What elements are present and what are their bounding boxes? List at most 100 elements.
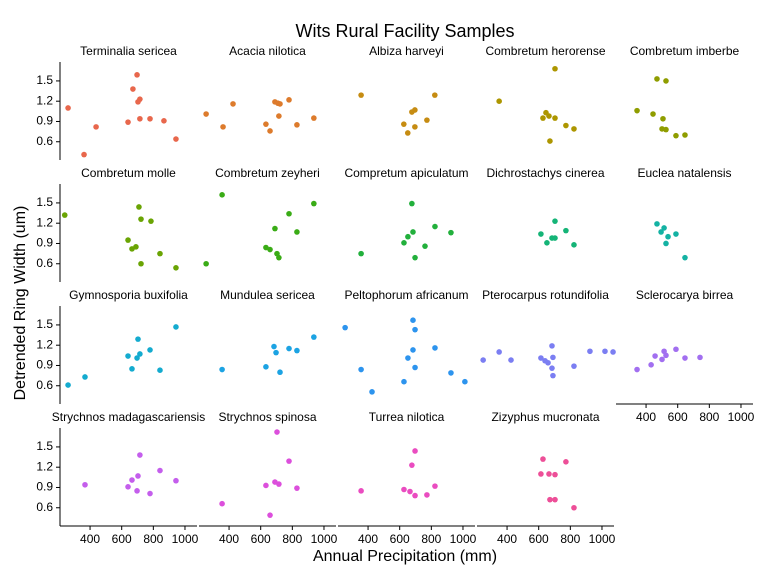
point [540, 456, 546, 462]
point [563, 458, 569, 465]
point [412, 448, 418, 454]
point [563, 227, 569, 234]
x-tick-label: 600 [529, 532, 549, 546]
point [540, 115, 546, 121]
x-tick-label: 400 [497, 532, 517, 546]
y-tick-label: 0.9 [36, 114, 53, 128]
facet-title: Compretum apiculatum [344, 166, 468, 180]
facet-title: Acacia nilotica [229, 44, 306, 58]
x-tick-label: 1000 [728, 410, 755, 424]
point [654, 221, 660, 227]
point [138, 260, 144, 267]
point [147, 115, 153, 122]
point [660, 115, 666, 122]
x-tick-label: 800 [143, 532, 163, 546]
point [401, 378, 407, 385]
y-tick-label: 0.9 [36, 480, 53, 494]
point [552, 496, 558, 503]
point [424, 492, 430, 498]
facet-title: Combretum zeyheri [215, 166, 320, 180]
facet-title: Zizyphus mucronata [491, 410, 599, 424]
point [547, 496, 553, 503]
point [545, 359, 551, 366]
point [286, 345, 292, 352]
point [358, 366, 364, 373]
point [134, 488, 140, 494]
point [130, 86, 136, 92]
y-tick-label: 1.2 [36, 93, 53, 107]
point [547, 138, 553, 144]
chart-title: Wits Rural Facility Samples [295, 21, 514, 41]
point [219, 366, 225, 373]
point [274, 429, 280, 435]
point [65, 382, 71, 388]
point [654, 76, 660, 82]
facet-title: Combretum imberbe [630, 44, 740, 58]
y-tick-label: 1.5 [36, 195, 53, 209]
point [659, 356, 665, 363]
y-tick-label: 0.9 [36, 358, 53, 372]
point [550, 372, 556, 379]
point [147, 347, 153, 353]
point [138, 216, 144, 222]
point [661, 225, 667, 231]
point [203, 111, 209, 117]
facet-title: Turrea nilotica [369, 410, 445, 424]
x-tick-label: 800 [560, 532, 580, 546]
point [220, 124, 226, 130]
point [129, 366, 135, 372]
point [271, 343, 277, 350]
facet-title: Strychnos madagascariensis [52, 410, 205, 424]
facet-title: Strychnos spinosa [218, 410, 316, 424]
point [311, 334, 317, 340]
point [342, 324, 348, 331]
point [663, 126, 669, 133]
x-tick-label: 1000 [311, 532, 338, 546]
point [496, 98, 502, 104]
point [410, 347, 416, 353]
point [358, 92, 364, 98]
point [538, 355, 544, 361]
x-tick-label: 400 [80, 532, 100, 546]
point [148, 218, 154, 224]
point [410, 317, 416, 323]
point [552, 65, 558, 72]
point [462, 378, 468, 385]
y-tick-label: 1.2 [36, 337, 53, 351]
x-tick-label: 800 [421, 532, 441, 546]
y-tick-label: 0.6 [36, 134, 53, 148]
x-tick-label: 1000 [589, 532, 616, 546]
point [412, 326, 418, 333]
facet-title: Combretum molle [81, 166, 176, 180]
point [125, 353, 131, 359]
facet-title: Dichrostachys cinerea [486, 166, 604, 180]
point [412, 107, 418, 113]
point [563, 122, 569, 129]
point [404, 130, 411, 136]
point [432, 483, 438, 489]
point [82, 374, 88, 380]
point [230, 101, 236, 107]
point [401, 240, 407, 246]
point [422, 243, 428, 249]
facet-title: Euclea natalensis [637, 166, 731, 180]
facet-title: Gymnosporia buxifolia [69, 288, 188, 302]
point [652, 353, 658, 359]
point [538, 471, 544, 477]
point [682, 355, 688, 361]
point [552, 218, 558, 224]
x-tick-label: 800 [699, 410, 719, 424]
point [263, 364, 269, 370]
point [546, 471, 552, 477]
point [137, 452, 143, 458]
point [286, 210, 292, 217]
point [550, 354, 556, 361]
point [405, 355, 411, 361]
x-tick-label: 400 [636, 410, 656, 424]
point [587, 348, 593, 355]
point [267, 128, 273, 134]
point [648, 362, 654, 368]
point [263, 482, 269, 489]
facet-title: Peltophorum africanum [344, 288, 468, 302]
